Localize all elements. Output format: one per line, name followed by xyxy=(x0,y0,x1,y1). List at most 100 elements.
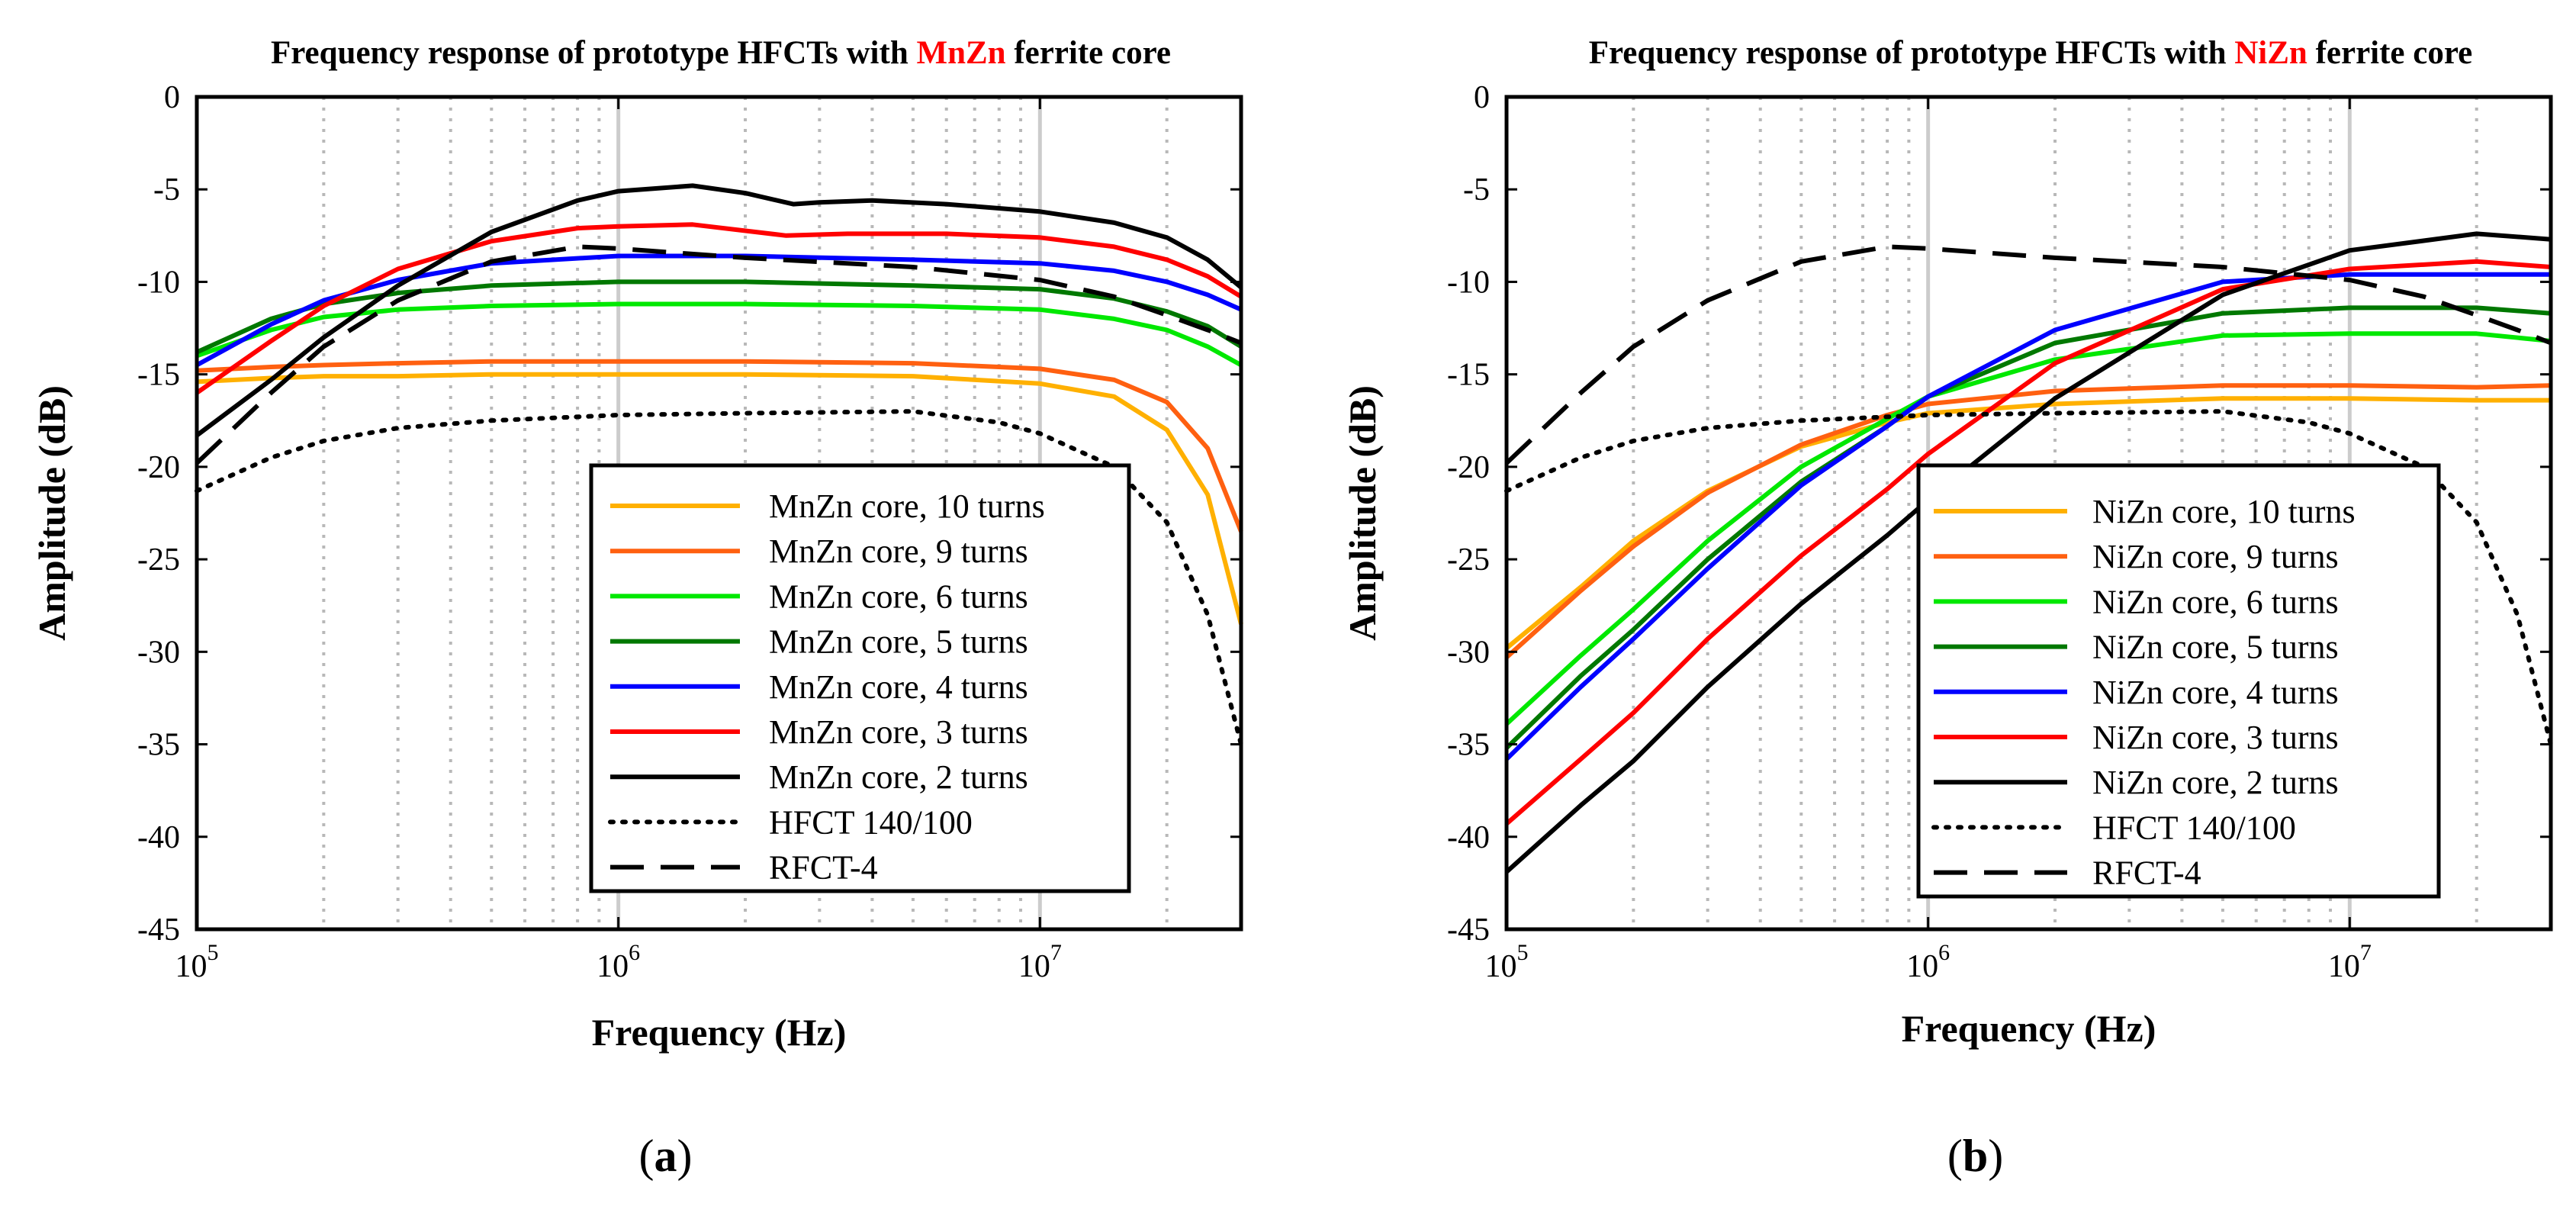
legend-label-5: MnZn core, 3 turns xyxy=(769,713,1028,751)
legend-box xyxy=(589,463,1131,893)
legend-label-5: NiZn core, 3 turns xyxy=(2092,719,2339,756)
x-tick-base: 10 xyxy=(1485,949,1517,984)
legend-label-2: NiZn core, 6 turns xyxy=(2092,583,2339,620)
legend-label-7: HFCT 140/100 xyxy=(769,803,973,841)
y-tick-label: -35 xyxy=(1447,728,1490,763)
series-line-7 xyxy=(1504,409,2553,747)
legend-label-1: MnZn core, 9 turns xyxy=(769,533,1028,570)
chart-panel-a: Frequency response of prototype HFCTs wi… xyxy=(31,35,1243,1181)
x-tick-base: 10 xyxy=(597,949,629,984)
x-tick-exponent: 6 xyxy=(629,940,640,965)
panel-label-paren: ( xyxy=(1947,1131,1963,1181)
panel-label-letter: a xyxy=(654,1131,677,1181)
y-tick-label: 0 xyxy=(164,80,180,115)
x-tick-base: 10 xyxy=(175,949,207,984)
y-tick-label: -20 xyxy=(137,450,180,485)
x-tick-exponent: 6 xyxy=(1938,940,1950,965)
y-tick-label: -5 xyxy=(153,172,180,208)
x-tick-label: 106 xyxy=(1906,940,1950,984)
x-tick-label: 105 xyxy=(1485,940,1529,984)
legend-label-4: MnZn core, 4 turns xyxy=(769,668,1028,706)
y-tick-label: -15 xyxy=(137,358,180,393)
legend-label-0: NiZn core, 10 turns xyxy=(2092,493,2356,530)
series-line-0 xyxy=(196,372,1243,625)
y-tick-label: -45 xyxy=(137,912,180,948)
x-tick-base: 10 xyxy=(1018,949,1050,984)
x-tick-label: 105 xyxy=(175,940,219,984)
y-axis-label: Amplitude (dB) xyxy=(31,385,73,641)
panel-label: (b) xyxy=(1947,1131,2003,1181)
legend-label-4: NiZn core, 4 turns xyxy=(2092,674,2339,711)
series-line-8 xyxy=(1504,244,2552,465)
y-tick-label: -40 xyxy=(1447,820,1490,855)
y-tick-label: -40 xyxy=(137,820,180,855)
panel-label-paren: ) xyxy=(677,1131,693,1181)
y-tick-label: -10 xyxy=(1447,265,1490,300)
y-tick-label: -15 xyxy=(1447,358,1490,393)
x-tick-label: 107 xyxy=(2328,940,2372,984)
legend-label-7: HFCT 140/100 xyxy=(2092,809,2296,846)
chart-title-part: ferrite core xyxy=(1006,35,1171,71)
chart-title: Frequency response of prototype HFCTs wi… xyxy=(1589,35,2473,71)
series-line-5 xyxy=(1505,259,2552,826)
chart-title-part: Frequency response of prototype HFCTs wi… xyxy=(271,35,917,71)
series-line-6 xyxy=(195,183,1243,438)
plot-frame xyxy=(1504,95,2553,932)
x-tick-label: 107 xyxy=(1018,940,1062,984)
x-axis-label: Frequency (Hz) xyxy=(592,1011,847,1054)
series-line-4 xyxy=(1504,272,2551,761)
series-line-7 xyxy=(195,409,1243,747)
series-line-2 xyxy=(196,301,1243,368)
x-tick-base: 10 xyxy=(1906,949,1938,984)
panel-label: (a) xyxy=(639,1131,693,1181)
legend-box xyxy=(1916,463,2441,899)
y-tick-label: -35 xyxy=(137,728,180,763)
panel-label-letter: b xyxy=(1963,1131,1988,1181)
chart-panel-b: Frequency response of prototype HFCTs wi… xyxy=(1341,35,2553,1181)
x-tick-exponent: 7 xyxy=(1050,940,1062,965)
y-tick-label: -5 xyxy=(1463,172,1490,208)
y-tick-label: -25 xyxy=(1447,542,1490,578)
legend-label-0: MnZn core, 10 turns xyxy=(769,488,1045,525)
chart-title-highlight: MnZn xyxy=(916,35,1005,71)
legend-label-2: MnZn core, 6 turns xyxy=(769,578,1028,615)
series-line-1 xyxy=(196,359,1243,533)
x-tick-exponent: 5 xyxy=(1517,940,1529,965)
y-tick-label: -10 xyxy=(137,265,180,300)
series-line-6 xyxy=(1504,231,2552,874)
legend: NiZn core, 10 turns NiZn core, 9 turns NiZ… xyxy=(1916,463,2441,899)
chart-title-part: ferrite core xyxy=(2307,35,2472,71)
plot-frame xyxy=(195,95,1243,932)
series-lines xyxy=(195,183,1243,747)
series-line-5 xyxy=(195,222,1243,395)
series-line-2 xyxy=(1504,331,2552,726)
y-tick-label: -45 xyxy=(1447,912,1490,948)
legend-label-8: RFCT-4 xyxy=(769,849,878,887)
legend: MnZn core, 10 turns MnZn core, 9 turns MnZ… xyxy=(589,463,1131,893)
panel-label-paren: ( xyxy=(639,1131,654,1181)
chart-title-part: Frequency response of prototype HFCTs wi… xyxy=(1589,35,2235,71)
legend-label-6: MnZn core, 2 turns xyxy=(769,758,1028,796)
x-axis-label: Frequency (Hz) xyxy=(1902,1007,2156,1050)
series-line-0 xyxy=(1505,396,2551,650)
x-tick-exponent: 5 xyxy=(207,940,219,965)
x-tick-base: 10 xyxy=(2328,949,2360,984)
legend-label-8: RFCT-4 xyxy=(2092,854,2201,892)
y-tick-label: -20 xyxy=(1447,450,1490,485)
chart-title-highlight: NiZn xyxy=(2234,35,2307,71)
legend-label-3: MnZn core, 5 turns xyxy=(769,623,1028,661)
panel-label-paren: ) xyxy=(1988,1131,2003,1181)
y-tick-label: 0 xyxy=(1474,80,1490,115)
series-line-8 xyxy=(195,244,1243,465)
legend-label-3: NiZn core, 5 turns xyxy=(2092,629,2339,666)
legend-label-1: NiZn core, 9 turns xyxy=(2092,538,2339,575)
y-tick-label: -25 xyxy=(137,542,180,578)
chart-title: Frequency response of prototype HFCTs wi… xyxy=(271,35,1171,71)
legend-label-6: NiZn core, 2 turns xyxy=(2092,764,2339,801)
x-tick-label: 106 xyxy=(597,940,640,984)
y-tick-label: -30 xyxy=(137,635,180,670)
y-axis-label: Amplitude (dB) xyxy=(1341,385,1384,641)
y-tick-label: -30 xyxy=(1447,635,1490,670)
x-tick-exponent: 7 xyxy=(2360,940,2372,965)
